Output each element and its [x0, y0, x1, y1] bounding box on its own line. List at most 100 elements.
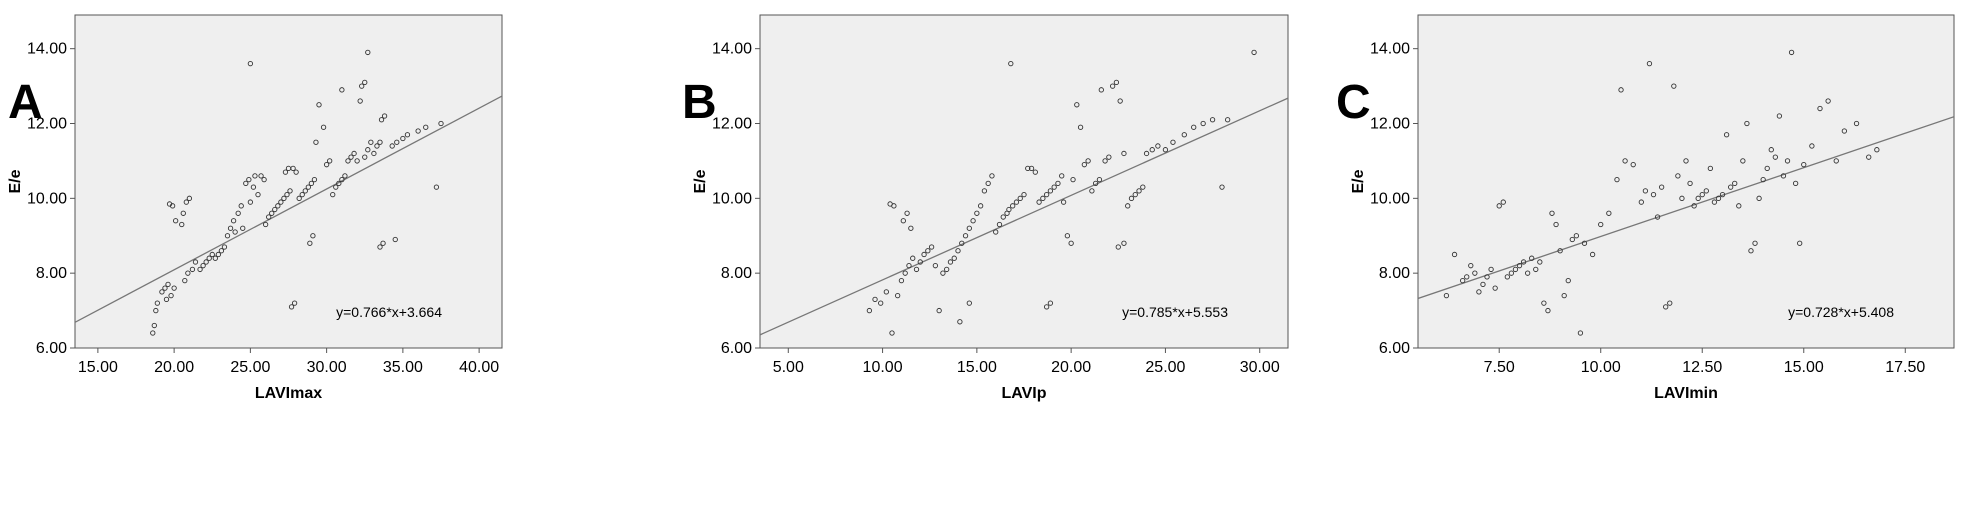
data-point	[381, 113, 388, 119]
data-point	[310, 233, 316, 239]
data-point	[1764, 165, 1770, 172]
data-point	[921, 251, 927, 258]
data-point	[221, 244, 228, 250]
data-point	[1121, 240, 1127, 246]
data-point	[1010, 203, 1016, 209]
data-point	[1736, 203, 1742, 209]
data-point	[1874, 147, 1880, 153]
data-point	[1060, 199, 1067, 205]
data-point	[1113, 79, 1120, 85]
x-tick-label: 10.00	[863, 359, 903, 376]
data-point	[1109, 83, 1116, 89]
data-point	[354, 158, 360, 164]
data-point	[1723, 132, 1730, 138]
data-point	[1650, 191, 1657, 198]
data-point	[1025, 165, 1031, 172]
data-point	[1703, 188, 1709, 194]
data-point	[925, 248, 931, 254]
data-point	[1132, 191, 1138, 198]
data-point	[1520, 259, 1527, 265]
data-point	[215, 251, 222, 258]
panel-a: 6.00 8.00 10.00 12.00 14.00 15.00 20.00 25.00 30…	[0, 0, 655, 509]
data-point	[1658, 184, 1665, 190]
y-tick-label: 8.00	[36, 265, 67, 282]
data-point	[1748, 248, 1754, 254]
data-point	[951, 255, 957, 261]
data-point	[1683, 158, 1689, 164]
data-point	[1040, 195, 1046, 201]
data-point	[189, 266, 196, 273]
data-point	[394, 139, 400, 145]
data-point	[1008, 60, 1014, 67]
data-point	[1732, 180, 1738, 187]
data-point	[974, 210, 980, 216]
data-point	[345, 158, 351, 164]
data-point	[1476, 289, 1482, 295]
data-point	[151, 322, 157, 329]
data-point	[955, 248, 961, 254]
data-point	[1784, 158, 1791, 164]
data-point	[368, 139, 374, 145]
data-point	[1074, 102, 1080, 108]
data-point	[1128, 195, 1135, 201]
data-point	[1096, 176, 1103, 183]
data-point	[1093, 180, 1099, 187]
data-point	[362, 79, 368, 85]
data-point	[1059, 173, 1065, 179]
data-point	[365, 147, 371, 153]
data-point	[889, 330, 895, 336]
data-point	[206, 255, 212, 261]
data-point	[246, 176, 252, 183]
data-point	[1695, 195, 1701, 201]
data-point	[316, 102, 322, 108]
data-point	[1833, 158, 1839, 164]
data-point	[180, 210, 186, 216]
data-point	[1140, 184, 1146, 190]
data-point	[1036, 199, 1042, 205]
scatter-plot-b: 6.00 8.00 10.00 12.00 14.00 5.00 10.00 15.00 20.…	[682, 14, 1289, 402]
data-point	[400, 135, 406, 142]
x-tick-label: 20.00	[154, 359, 194, 376]
data-point	[1006, 206, 1012, 213]
data-point	[985, 180, 991, 187]
data-point	[1117, 98, 1123, 104]
x-tick-label: 12.50	[1682, 359, 1722, 376]
data-point	[1577, 330, 1584, 336]
x-tick-label: 5.00	[773, 359, 804, 376]
data-point	[1028, 165, 1035, 172]
data-point	[1043, 191, 1050, 198]
data-point	[1756, 195, 1762, 201]
data-point	[1581, 240, 1588, 246]
x-tick-label: 15.00	[957, 359, 997, 376]
data-point	[1809, 143, 1815, 149]
data-point	[1699, 191, 1705, 198]
data-point	[163, 296, 170, 303]
data-point	[240, 225, 246, 231]
y-tick-label: 12.00	[1370, 116, 1410, 133]
y-tick-label: 10.00	[712, 190, 752, 207]
data-point	[293, 169, 299, 175]
data-point	[1496, 203, 1502, 209]
data-point	[1468, 263, 1474, 269]
data-point	[168, 292, 174, 299]
data-point	[1618, 87, 1624, 93]
data-point	[895, 292, 901, 299]
data-point	[197, 266, 203, 273]
data-point	[1162, 147, 1169, 153]
data-point	[281, 195, 287, 201]
data-point	[284, 191, 290, 198]
data-point	[1630, 162, 1636, 168]
data-point	[1557, 248, 1563, 254]
data-point	[374, 143, 380, 149]
data-point	[162, 285, 168, 291]
data-point	[1606, 210, 1612, 216]
data-point	[1017, 195, 1023, 201]
data-point	[1715, 195, 1722, 201]
data-point	[1000, 214, 1006, 220]
data-point	[1508, 270, 1515, 276]
data-point	[1472, 270, 1478, 276]
y-tick-label: 10.00	[1370, 190, 1410, 207]
data-point	[330, 191, 336, 198]
data-point	[1642, 188, 1649, 194]
regression-equation: y=0.785*x+5.553	[1122, 304, 1228, 320]
